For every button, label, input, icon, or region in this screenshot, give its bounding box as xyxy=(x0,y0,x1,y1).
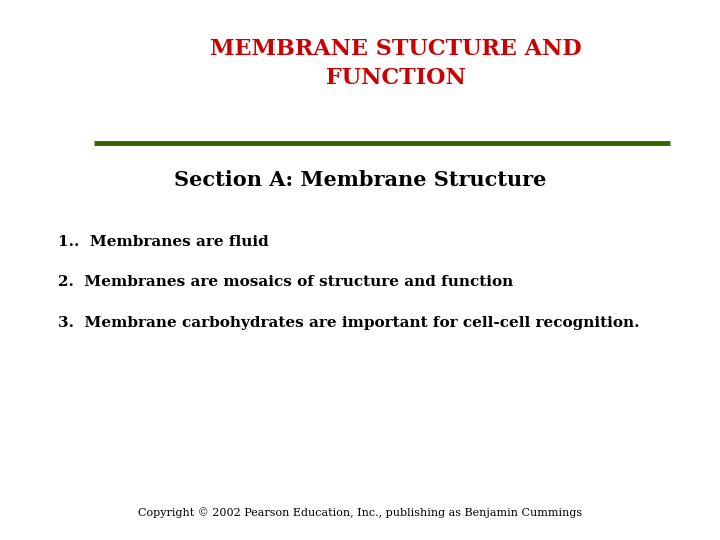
Text: Copyright © 2002 Pearson Education, Inc., publishing as Benjamin Cummings: Copyright © 2002 Pearson Education, Inc.… xyxy=(138,508,582,518)
Text: 2.  Membranes are mosaics of structure and function: 2. Membranes are mosaics of structure an… xyxy=(58,275,513,289)
Text: MEMBRANE STUCTURE AND
FUNCTION: MEMBRANE STUCTURE AND FUNCTION xyxy=(210,38,582,89)
Text: Section A: Membrane Structure: Section A: Membrane Structure xyxy=(174,170,546,190)
Text: 3.  Membrane carbohydrates are important for cell-cell recognition.: 3. Membrane carbohydrates are important … xyxy=(58,316,639,330)
Text: 1..  Membranes are fluid: 1.. Membranes are fluid xyxy=(58,235,269,249)
